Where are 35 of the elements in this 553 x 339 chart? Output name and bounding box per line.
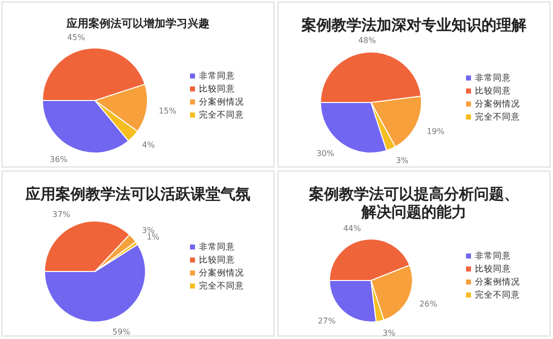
data-label: 1% (146, 232, 160, 242)
data-label: 26% (419, 299, 438, 308)
legend-label: 非常同意 (475, 72, 511, 84)
data-label: 15% (158, 106, 177, 116)
legend-label: 比较同意 (475, 86, 511, 96)
data-label: 45% (67, 32, 86, 42)
legend-label: 非常同意 (475, 250, 511, 262)
legend-label: 比较同意 (475, 264, 511, 274)
legend-label: 完全不同意 (199, 280, 244, 292)
legend-label: 完全不同意 (475, 112, 520, 122)
legend-label: 完全不同意 (475, 290, 520, 300)
chart-title: 应用案例法可以增加学习兴趣 (66, 16, 210, 30)
data-label: 19% (426, 126, 445, 136)
chart-title: 案例教学法可以提高分析问题、解决问题的能力 (308, 185, 519, 221)
chart-title: 案例教学法加深对专业知识的理解 (300, 16, 526, 34)
legend-label: 完全不同意 (199, 110, 244, 120)
data-label: 59% (112, 328, 131, 337)
legend-label: 比较同意 (199, 84, 235, 94)
legend-label: 非常同意 (199, 242, 235, 252)
chart-title: 应用案例教学法可以活跃课堂气氛 (24, 185, 250, 203)
legend-label: 比较同意 (199, 254, 235, 266)
data-label: 3% (396, 156, 409, 165)
data-label: 4% (142, 140, 156, 150)
data-label: 48% (358, 36, 376, 46)
data-label: 36% (50, 154, 68, 164)
legend-label: 非常同意 (199, 70, 235, 82)
data-label: 3% (382, 328, 396, 338)
legend-label: 分案例情况 (475, 98, 520, 110)
data-label: 30% (316, 149, 335, 158)
data-label: 37% (52, 210, 71, 220)
legend-label: 分案例情况 (199, 96, 244, 108)
data-label: 44% (343, 224, 362, 233)
legend-label: 分案例情况 (475, 276, 520, 288)
data-label: 27% (318, 316, 336, 326)
legend-label: 分案例情况 (199, 268, 244, 278)
